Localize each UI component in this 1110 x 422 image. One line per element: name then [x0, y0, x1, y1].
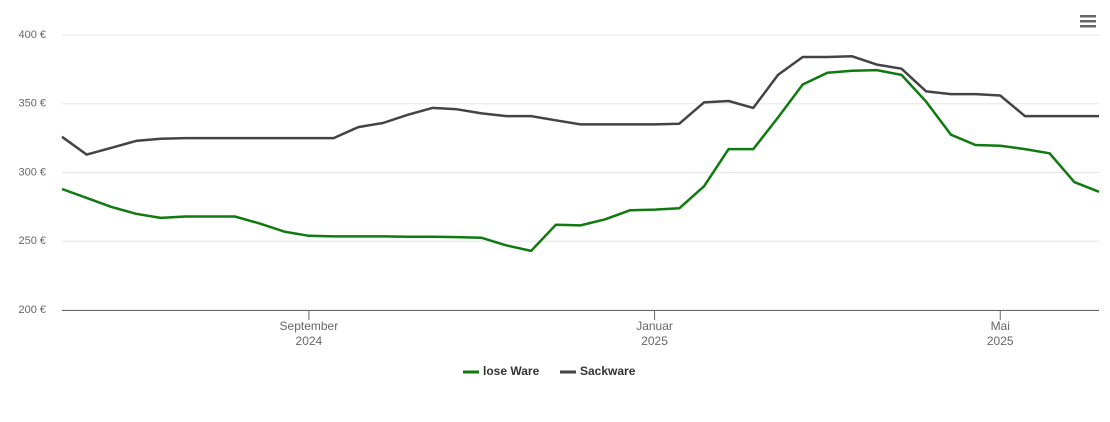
x-tick-label: Januar 2025 — [636, 319, 673, 348]
y-tick-label: 350 € — [18, 98, 46, 110]
y-tick-label: 200 € — [18, 304, 46, 316]
x-tick-label: September 2024 — [279, 319, 339, 348]
series-line — [61, 55, 1099, 156]
legend-label: lose Ware — [483, 364, 540, 378]
legend-item[interactable]: lose Ware — [463, 364, 540, 378]
y-tick-label: 300 € — [18, 166, 46, 178]
legend-item[interactable]: Sackware — [560, 364, 636, 378]
menu-button[interactable] — [1076, 10, 1100, 32]
y-tick-label: 400 € — [18, 29, 46, 41]
legend-label: Sackware — [580, 364, 636, 378]
x-tick-label: Mai 2025 — [986, 319, 1014, 348]
series-line — [61, 68, 1100, 253]
y-tick-label: 250 € — [18, 235, 46, 247]
